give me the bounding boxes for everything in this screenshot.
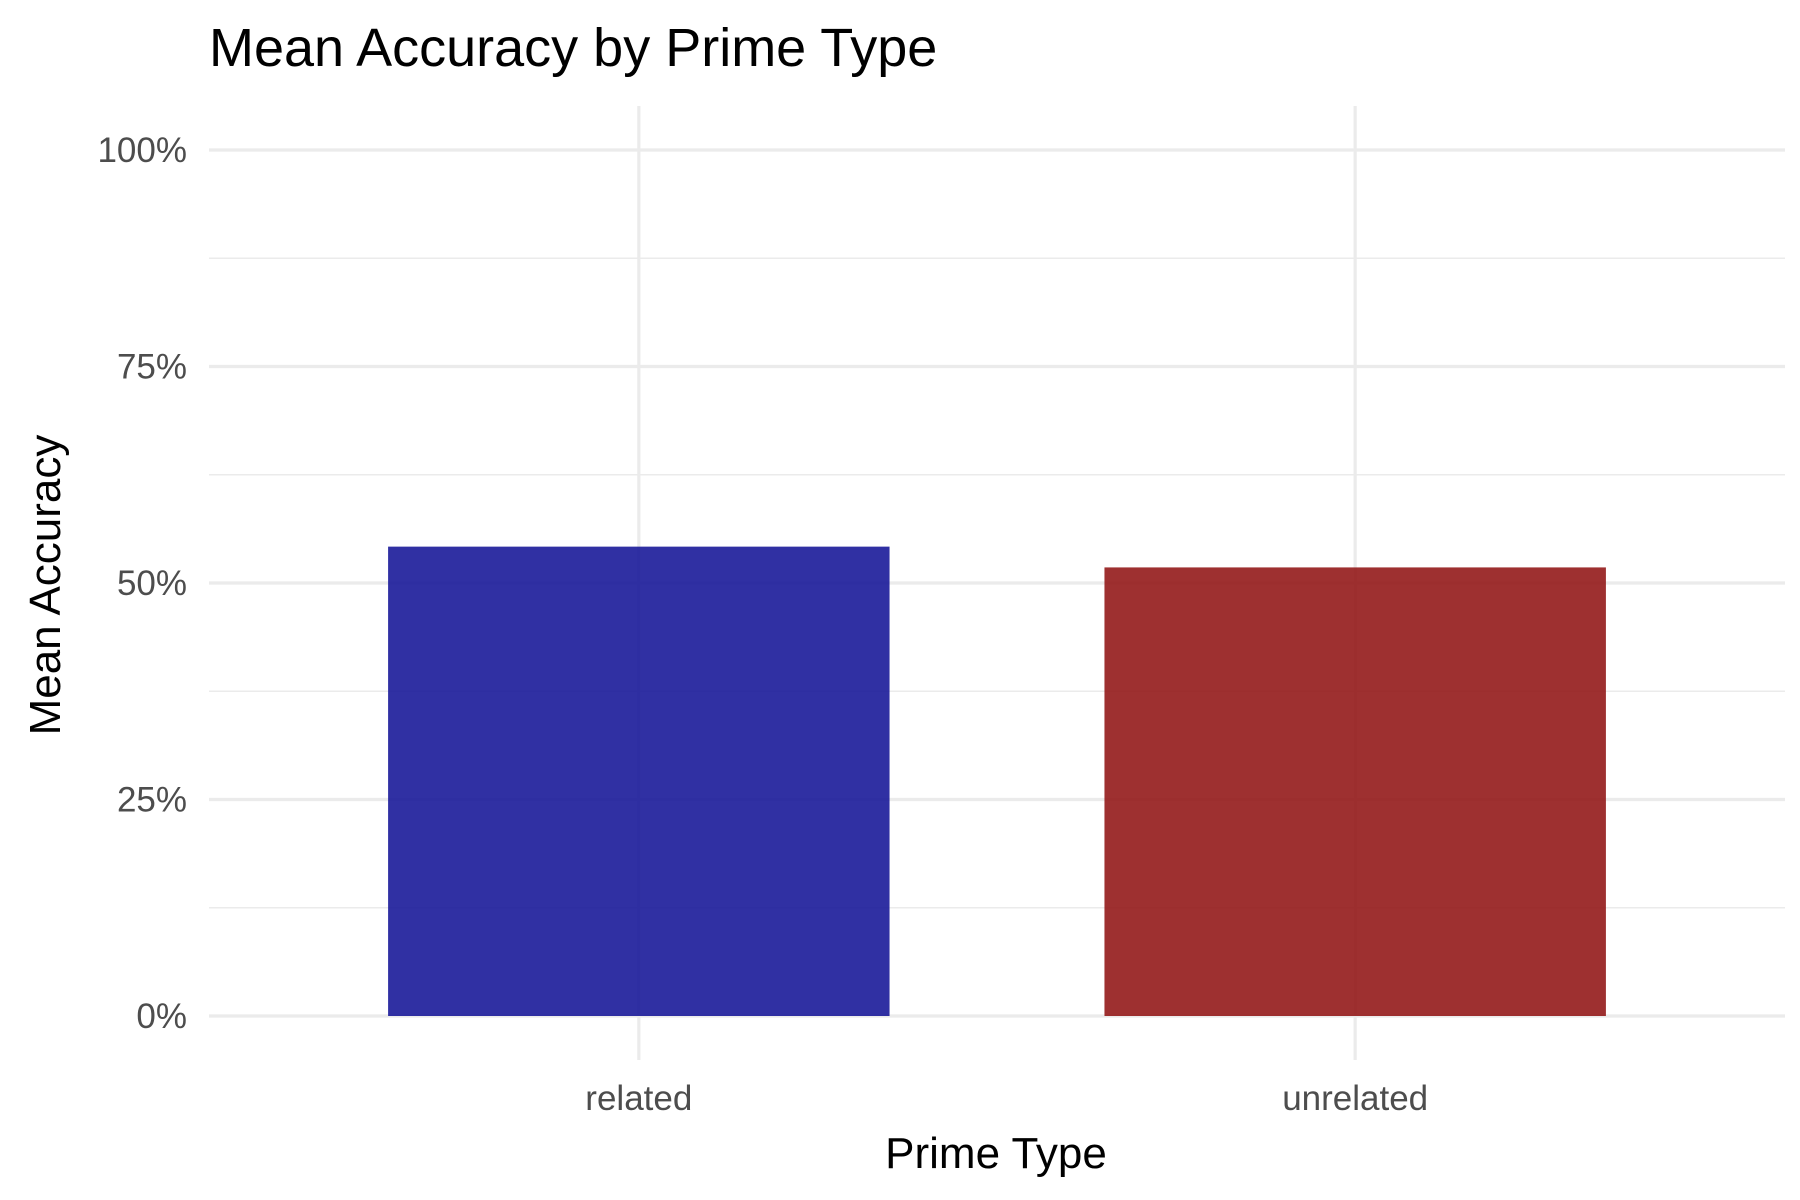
y-tick-label: 0%: [136, 997, 187, 1036]
y-tick-label: 100%: [97, 131, 187, 170]
x-tick-label: related: [585, 1079, 692, 1118]
y-tick-label: 75%: [117, 348, 187, 387]
y-tick-label: 50%: [117, 564, 187, 603]
y-axis-title: Mean Accuracy: [21, 435, 70, 736]
y-tick-label: 25%: [117, 781, 187, 820]
chart-title: Mean Accuracy by Prime Type: [209, 18, 937, 78]
bars: [388, 546, 1606, 1016]
x-axis-title: Prime Type: [885, 1129, 1107, 1178]
tick-labels: 0% 25% 50% 75% 100% related unrelated: [97, 131, 1428, 1118]
bar-related: [388, 546, 890, 1016]
x-tick-label: unrelated: [1282, 1079, 1428, 1118]
bar-unrelated: [1104, 567, 1606, 1016]
